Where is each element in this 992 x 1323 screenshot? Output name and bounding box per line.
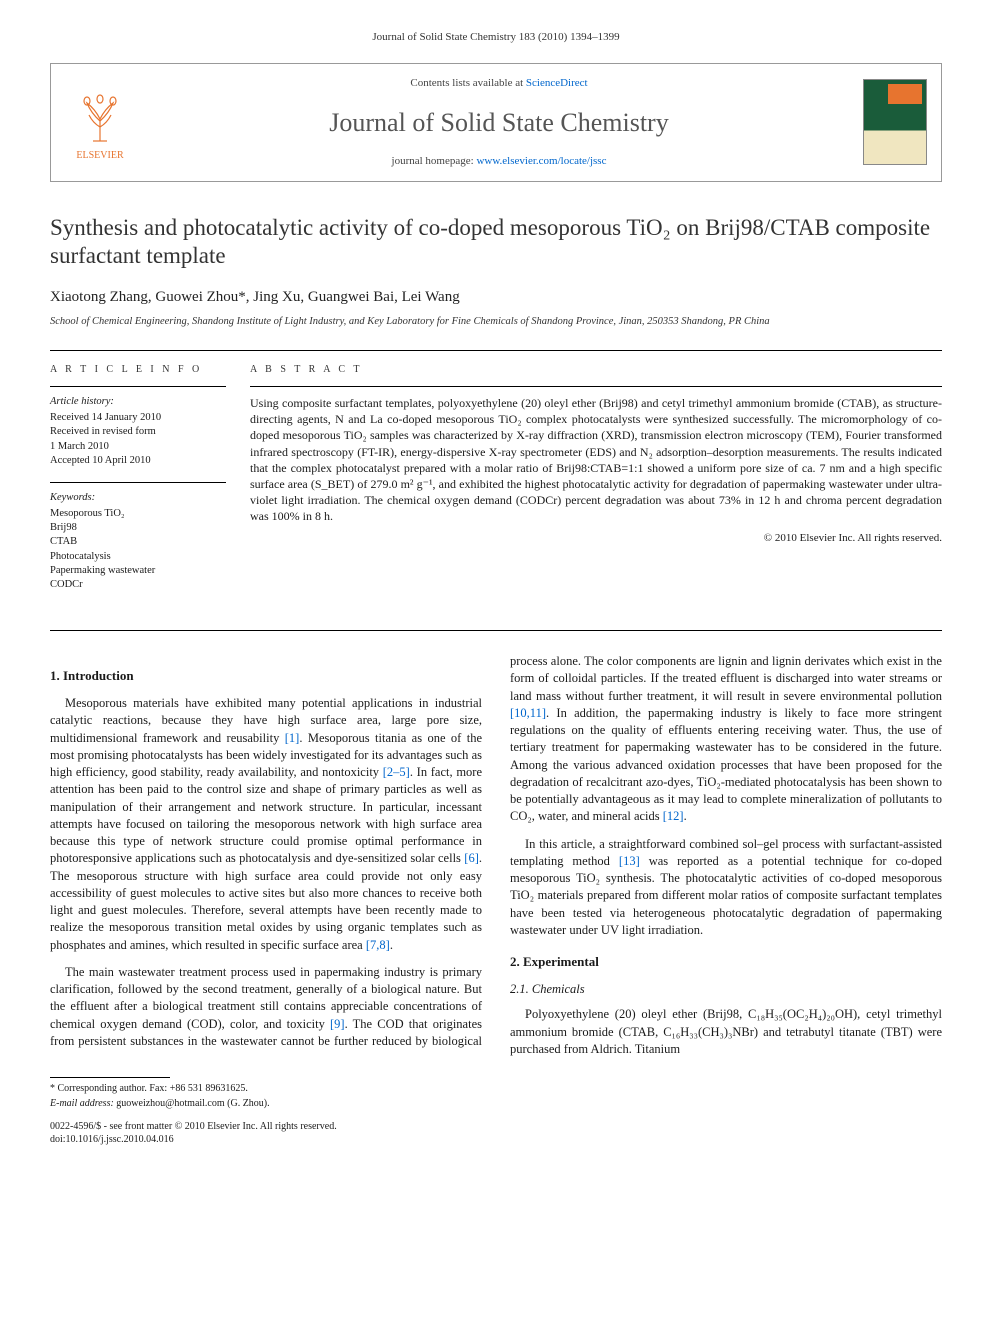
citation-ref[interactable]: [12] [663, 809, 684, 823]
abstract: A B S T R A C T Using composite surfacta… [250, 351, 942, 607]
homepage-prefix: journal homepage: [392, 155, 477, 167]
footnote-rule [50, 1077, 170, 1078]
authors: Xiaotong Zhang, Guowei Zhou*, Jing Xu, G… [50, 287, 942, 307]
keywords-label: Keywords: [50, 491, 226, 505]
affiliation: School of Chemical Engineering, Shandong… [50, 315, 942, 329]
body-columns: 1. Introduction Mesoporous materials hav… [50, 653, 942, 1059]
keyword: CTAB [50, 535, 226, 549]
accepted-date: Accepted 10 April 2010 [50, 454, 226, 468]
elsevier-logo: ELSEVIER [65, 82, 135, 162]
publisher-name: ELSEVIER [76, 149, 123, 163]
citation-ref[interactable]: [7,8] [366, 938, 390, 952]
article-title: Synthesis and photocatalytic activity of… [50, 214, 942, 272]
corresponding-email: guoweizhou@hotmail.com (G. Zhou). [116, 1098, 269, 1109]
article-history: Article history: Received 14 January 201… [50, 395, 226, 468]
corresponding-author: * Corresponding author. Fax: +86 531 896… [50, 1082, 942, 1095]
sciencedirect-link[interactable]: ScienceDirect [526, 77, 588, 89]
citation-ref[interactable]: [10,11] [510, 706, 546, 720]
citation-ref[interactable]: [6] [464, 851, 479, 865]
abstract-text: Using composite surfactant templates, po… [250, 395, 942, 525]
keyword: Photocatalysis [50, 550, 226, 564]
subsection-heading-chemicals: 2.1. Chemicals [510, 981, 942, 998]
intro-paragraph-3: In this article, a straightforward combi… [510, 836, 942, 940]
contents-line: Contents lists available at ScienceDirec… [149, 76, 849, 91]
keyword: Mesoporous TiO₂ [50, 507, 226, 521]
top-citation: Journal of Solid State Chemistry 183 (20… [50, 30, 942, 45]
received-date: Received 14 January 2010 [50, 411, 226, 425]
contents-prefix: Contents lists available at [410, 77, 525, 89]
citation-ref[interactable]: [9] [330, 1017, 345, 1031]
abstract-copyright: © 2010 Elsevier Inc. All rights reserved… [250, 531, 942, 546]
horizontal-rule [50, 386, 226, 387]
intro-paragraph-1: Mesoporous materials have exhibited many… [50, 695, 482, 954]
citation-ref[interactable]: [1] [285, 731, 300, 745]
journal-cover-thumbnail [863, 79, 927, 165]
keywords-block: Keywords: Mesoporous TiO₂ Brij98 CTAB Ph… [50, 491, 226, 592]
section-heading-intro: 1. Introduction [50, 667, 482, 685]
journal-header: ELSEVIER Contents lists available at Sci… [50, 63, 942, 182]
horizontal-rule [50, 630, 942, 631]
article-info-label: A R T I C L E I N F O [50, 363, 226, 377]
revised-date: 1 March 2010 [50, 440, 226, 454]
info-abstract-row: A R T I C L E I N F O Article history: R… [50, 351, 942, 607]
revised-label: Received in revised form [50, 425, 226, 439]
header-center: Contents lists available at ScienceDirec… [135, 76, 863, 169]
horizontal-rule [250, 386, 942, 387]
footer-bottom: 0022-4596/$ - see front matter © 2010 El… [50, 1120, 942, 1146]
citation-ref[interactable]: [13] [619, 854, 640, 868]
homepage-line: journal homepage: www.elsevier.com/locat… [149, 154, 849, 169]
citation-ref[interactable]: [2–5] [383, 765, 410, 779]
section-heading-experimental: 2. Experimental [510, 953, 942, 971]
journal-name: Journal of Solid State Chemistry [149, 105, 849, 140]
chemicals-paragraph-1: Polyoxyethylene (20) oleyl ether (Brij98… [510, 1006, 942, 1058]
homepage-link[interactable]: www.elsevier.com/locate/jssc [476, 155, 606, 167]
email-label: E-mail address: [50, 1098, 114, 1109]
page-footer: * Corresponding author. Fax: +86 531 896… [50, 1077, 942, 1146]
issn-line: 0022-4596/$ - see front matter © 2010 El… [50, 1120, 337, 1133]
keyword: Papermaking wastewater [50, 564, 226, 578]
abstract-label: A B S T R A C T [250, 363, 942, 377]
keyword: Brij98 [50, 521, 226, 535]
doi-line: doi:10.1016/j.jssc.2010.04.016 [50, 1133, 337, 1146]
email-line: E-mail address: guoweizhou@hotmail.com (… [50, 1097, 942, 1110]
history-label: Article history: [50, 395, 226, 409]
elsevier-tree-icon [73, 91, 127, 145]
keyword: CODCr [50, 578, 226, 592]
article-info: A R T I C L E I N F O Article history: R… [50, 351, 250, 607]
horizontal-rule [50, 482, 226, 483]
